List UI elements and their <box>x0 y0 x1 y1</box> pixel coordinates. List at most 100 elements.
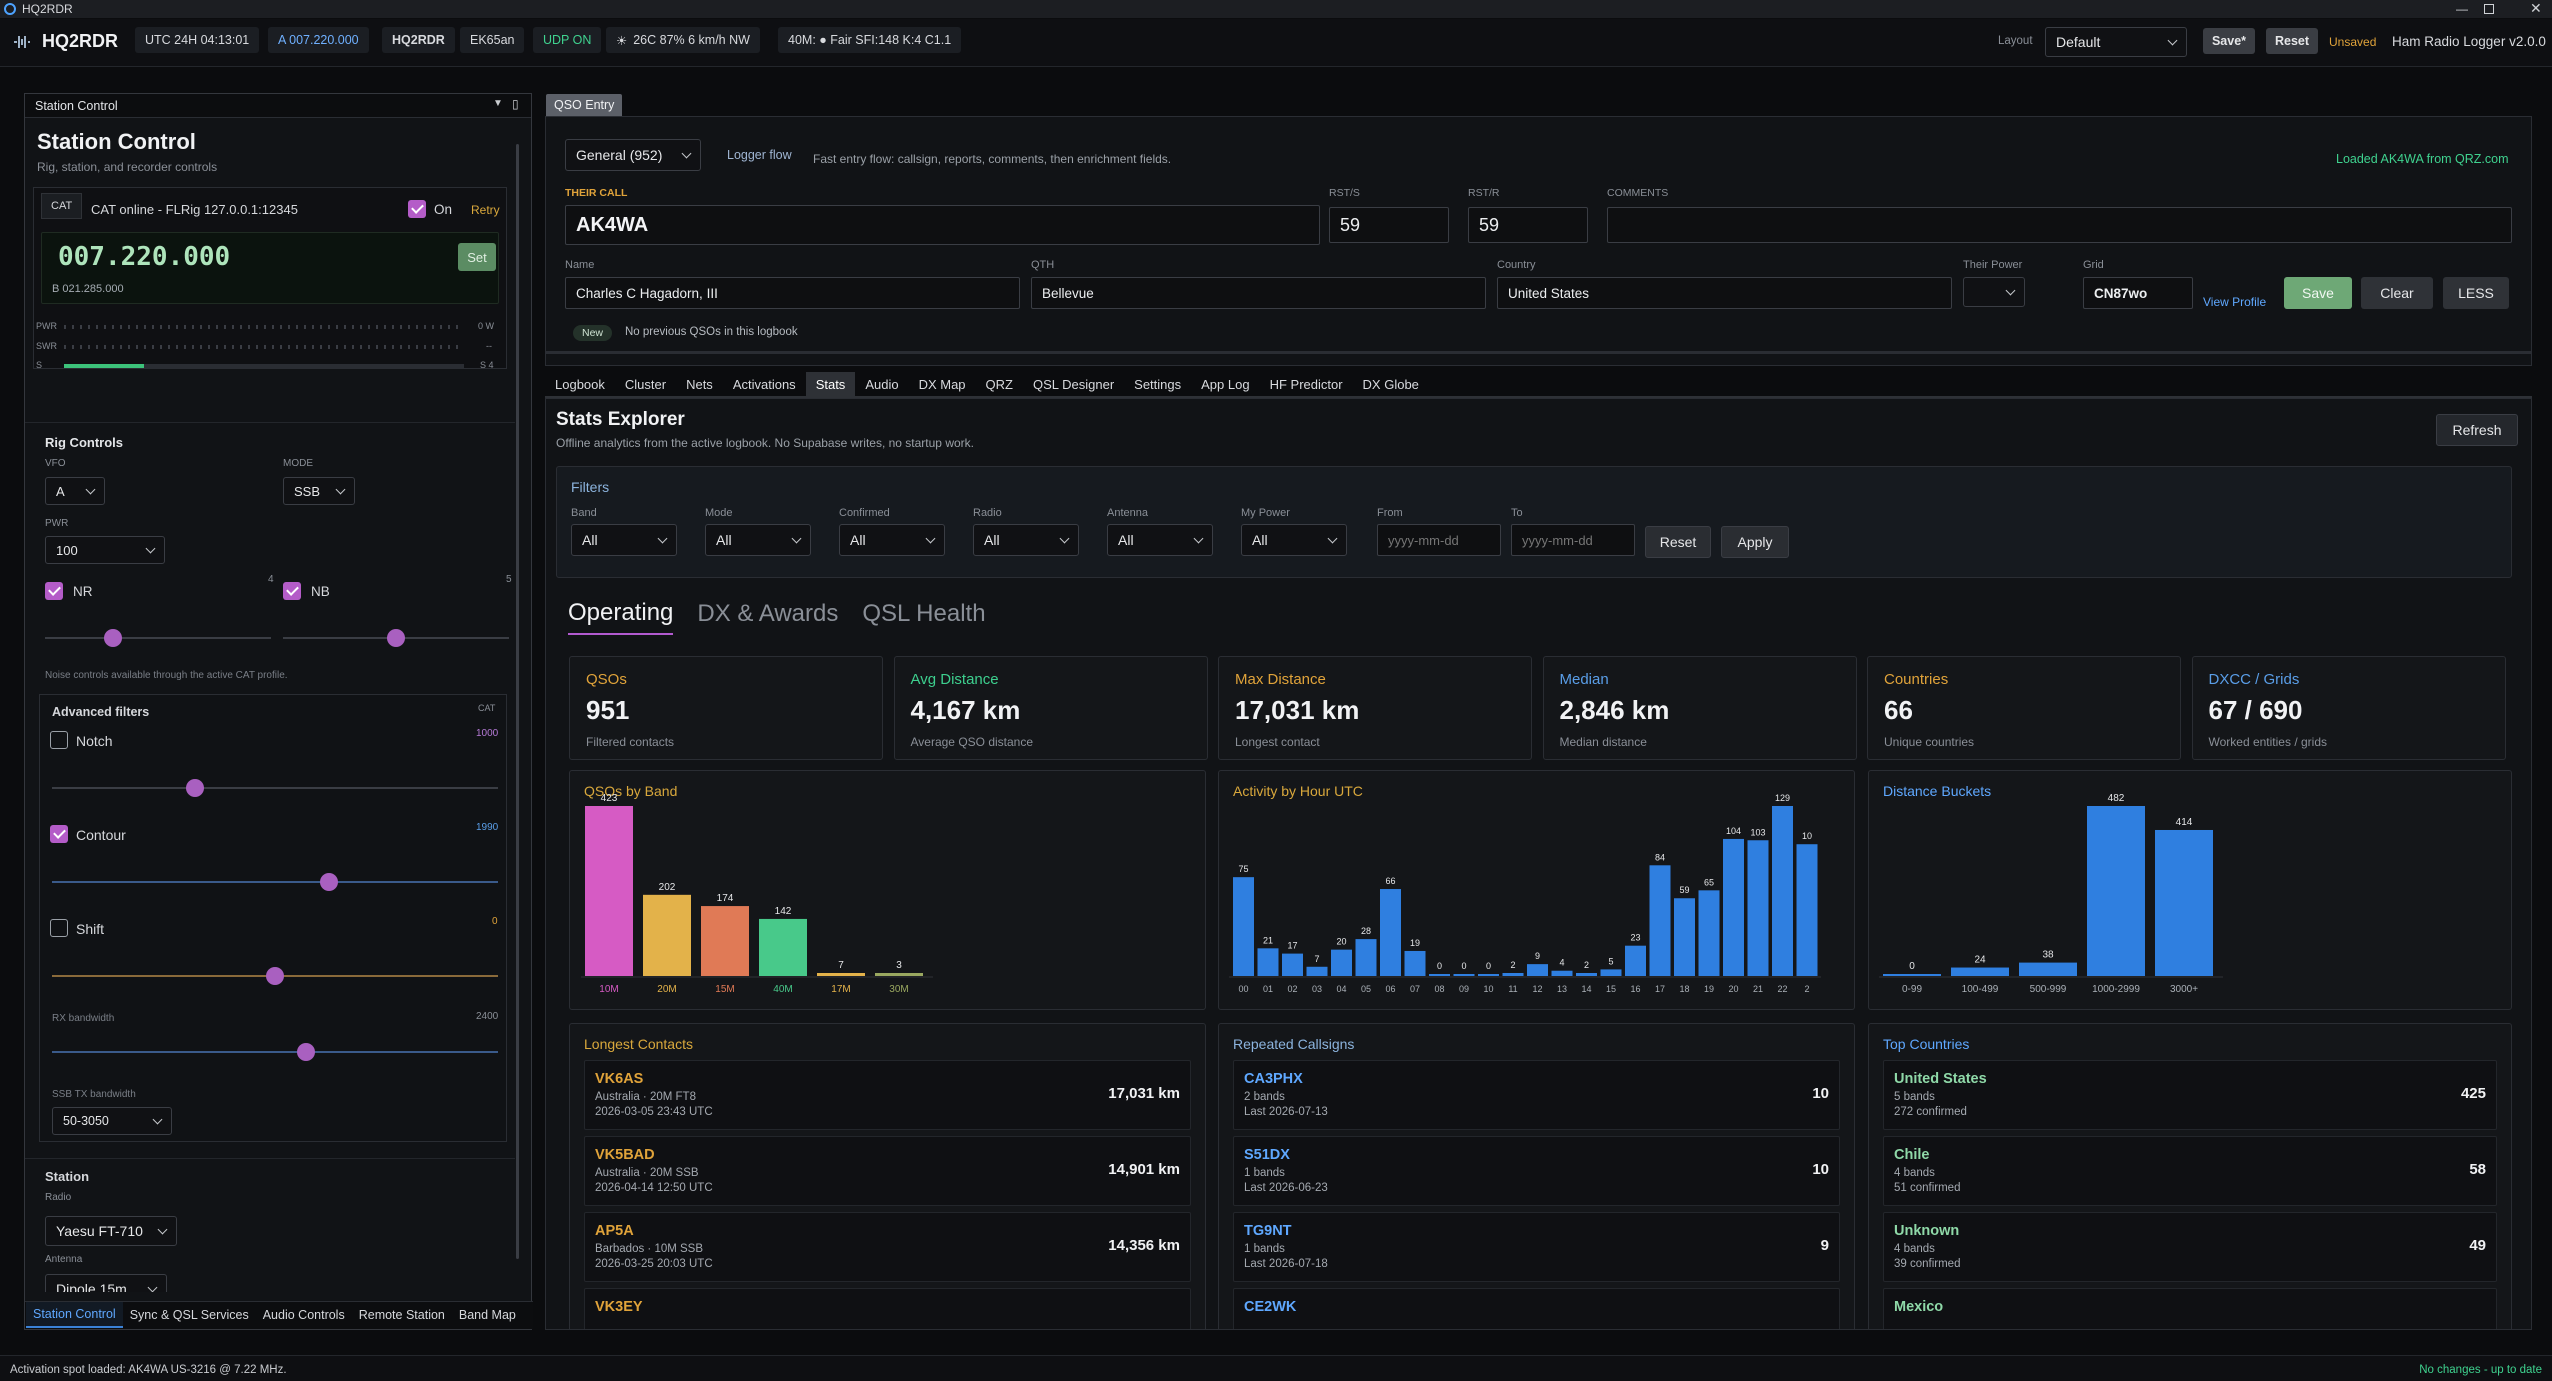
logger-flow-toggle[interactable]: Logger flow <box>727 148 792 162</box>
power-select[interactable]: 100 <box>45 536 165 564</box>
subtab-operating[interactable]: Operating <box>568 599 674 635</box>
contour-checkbox[interactable] <box>50 825 68 843</box>
to-date-input[interactable] <box>1511 524 1635 556</box>
propagation-pill[interactable]: 40M: ● Fair SFI:148 K:4 C1.1 <box>778 27 962 53</box>
comments-input[interactable] <box>1607 207 2512 243</box>
qso-save-button[interactable]: Save <box>2284 277 2352 309</box>
contour-slider[interactable] <box>52 873 498 891</box>
tab-app-log[interactable]: App Log <box>1201 376 1250 392</box>
grid-input[interactable]: CN87wo <box>2083 277 2193 309</box>
their-call-input[interactable]: AK4WA <box>565 205 1320 245</box>
frequency-value[interactable]: 007.220.000 <box>58 242 231 272</box>
tab-qsl-designer[interactable]: QSL Designer <box>1032 376 1115 392</box>
list-item[interactable]: United States 5 bands 272 confirmed 425 <box>1883 1060 2497 1130</box>
list-item[interactable]: CA3PHX 2 bands Last 2026-07-13 10 <box>1233 1060 1840 1130</box>
view-profile-link[interactable]: View Profile <box>2203 295 2267 309</box>
minimize-icon[interactable]: — <box>2456 2 2468 16</box>
tab-dx-map[interactable]: DX Map <box>918 376 966 392</box>
left-scrollbar[interactable] <box>516 144 519 1259</box>
filter-radio-select[interactable]: All <box>973 524 1079 556</box>
antenna-select[interactable]: Dipole 15m <box>45 1274 167 1292</box>
shift-checkbox[interactable] <box>50 919 68 937</box>
tab-audio[interactable]: Audio <box>865 376 899 392</box>
radio-select[interactable]: Yaesu FT-710 <box>45 1216 177 1246</box>
tab-cluster[interactable]: Cluster <box>624 376 667 392</box>
callsign-pill[interactable]: HQ2RDR <box>382 27 455 53</box>
ssb-tx-bandwidth-select[interactable]: 50-3050 <box>52 1107 172 1135</box>
frequency-pill[interactable]: A 007.220.000 <box>268 27 369 53</box>
subtab-qsl-health[interactable]: QSL Health <box>862 600 986 627</box>
maximize-icon[interactable] <box>2484 4 2494 14</box>
dock-float-icon[interactable]: ▯ <box>512 97 519 111</box>
list-item[interactable]: S51DX 1 bands Last 2026-06-23 10 <box>1233 1136 1840 1206</box>
filters-reset-button[interactable]: Reset <box>1645 526 1711 558</box>
filter-antenna-select[interactable]: All <box>1107 524 1213 556</box>
filters-apply-button[interactable]: Apply <box>1721 526 1789 558</box>
list-item[interactable]: AP5A Barbados · 10M SSB 2026-03-25 20:03 U… <box>584 1212 1191 1282</box>
nr-slider-knob[interactable] <box>103 629 122 647</box>
list-item[interactable]: CE2WK <box>1233 1288 1840 1329</box>
rst-recv-input[interactable]: 59 <box>1468 207 1588 243</box>
set-frequency-button[interactable]: Set <box>458 243 496 271</box>
tab-nets[interactable]: Nets <box>686 376 713 392</box>
nb-slider[interactable] <box>283 629 509 647</box>
rx-bandwidth-slider-knob[interactable] <box>297 1043 316 1061</box>
contour-slider-knob[interactable] <box>319 873 338 891</box>
layout-reset-button[interactable]: Reset <box>2266 28 2318 54</box>
stats-refresh-button[interactable]: Refresh <box>2436 414 2518 446</box>
tab-hf-predictor[interactable]: HF Predictor <box>1269 376 1343 392</box>
tab-qrz[interactable]: QRZ <box>985 376 1013 392</box>
layout-select[interactable]: Default <box>2045 27 2187 57</box>
tab-logbook[interactable]: Logbook <box>555 376 605 392</box>
vfo-select[interactable]: A <box>45 477 105 505</box>
notch-slider[interactable] <box>52 779 498 797</box>
nb-checkbox[interactable] <box>283 582 301 600</box>
tab-stats[interactable]: Stats <box>805 372 856 396</box>
close-icon[interactable]: ✕ <box>2530 0 2542 16</box>
qth-input[interactable]: Bellevue <box>1031 277 1486 309</box>
nr-checkbox[interactable] <box>45 582 63 600</box>
filter-band-select[interactable]: All <box>571 524 677 556</box>
dock-menu-icon[interactable]: ▼ <box>493 98 503 109</box>
dock-tab-band-map[interactable]: Band Map <box>458 1308 516 1322</box>
qso-clear-button[interactable]: Clear <box>2361 277 2433 309</box>
list-item[interactable]: VK6AS Australia · 20M FT8 2026-03-05 23:43… <box>584 1060 1191 1130</box>
list-item[interactable]: VK3EY <box>584 1288 1191 1329</box>
layout-save-button[interactable]: Save* <box>2203 28 2255 54</box>
dock-tab-audio-controls[interactable]: Audio Controls <box>262 1308 345 1322</box>
grid-pill[interactable]: EK65an <box>460 27 525 53</box>
filter-mode-select[interactable]: All <box>705 524 811 556</box>
list-item[interactable]: VK5BAD Australia · 20M SSB 2026-04-14 12:5… <box>584 1136 1191 1206</box>
tab-dx-globe[interactable]: DX Globe <box>1362 376 1419 392</box>
shift-slider-knob[interactable] <box>266 967 284 985</box>
qso-less-button[interactable]: LESS <box>2443 277 2509 309</box>
nb-slider-knob[interactable] <box>387 629 405 647</box>
rx-bandwidth-slider[interactable] <box>52 1043 498 1061</box>
filter-confirmed-select[interactable]: All <box>839 524 945 556</box>
tab-activations[interactable]: Activations <box>732 376 796 392</box>
dock-tab-station-control[interactable]: Station Control <box>26 1302 123 1328</box>
mode-select[interactable]: SSB <box>283 477 355 505</box>
list-item[interactable]: Chile 4 bands 51 confirmed 58 <box>1883 1136 2497 1206</box>
udp-status-pill[interactable]: UDP ON <box>533 27 602 53</box>
subtab-dx-awards[interactable]: DX & Awards <box>697 600 839 627</box>
shift-slider[interactable] <box>52 967 498 985</box>
dock-tab-sync-qsl-services[interactable]: Sync & QSL Services <box>129 1308 249 1322</box>
rst-sent-input[interactable]: 59 <box>1329 207 1449 243</box>
nr-slider[interactable] <box>45 629 271 647</box>
filter-my-power-select[interactable]: All <box>1241 524 1347 556</box>
qso-tab[interactable]: QSO Entry <box>546 94 623 116</box>
their-power-select[interactable] <box>1963 277 2025 307</box>
dock-tab-remote-station[interactable]: Remote Station <box>358 1308 445 1322</box>
from-date-input[interactable] <box>1377 524 1501 556</box>
country-input[interactable]: United States <box>1497 277 1952 309</box>
list-item[interactable]: Mexico <box>1883 1288 2497 1329</box>
cat-retry-link[interactable]: Retry <box>471 203 500 217</box>
notch-slider-knob[interactable] <box>185 779 204 797</box>
list-item[interactable]: TG9NT 1 bands Last 2026-07-18 9 <box>1233 1212 1840 1282</box>
cat-on-checkbox[interactable] <box>408 200 426 218</box>
tab-settings[interactable]: Settings <box>1134 376 1182 392</box>
profile-select[interactable]: General (952) <box>565 139 701 171</box>
notch-checkbox[interactable] <box>50 731 68 749</box>
list-item[interactable]: Unknown 4 bands 39 confirmed 49 <box>1883 1212 2497 1282</box>
